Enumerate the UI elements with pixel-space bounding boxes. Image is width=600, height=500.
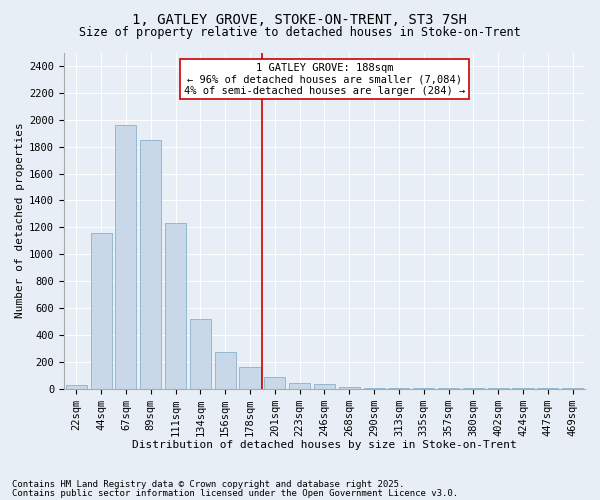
Bar (91, 232, 112, 388)
Bar (215, 352, 236, 389)
Bar (314, 384, 335, 388)
Text: 1 GATLEY GROVE: 188sqm
← 96% of detached houses are smaller (7,084)
4% of semi-d: 1 GATLEY GROVE: 188sqm ← 96% of detached… (184, 62, 465, 96)
Bar (140, 140, 161, 388)
Bar (264, 376, 286, 388)
Text: Contains HM Land Registry data © Crown copyright and database right 2025.: Contains HM Land Registry data © Crown c… (12, 480, 404, 489)
Bar (239, 367, 260, 388)
Bar (190, 318, 211, 388)
Y-axis label: Number of detached properties: Number of detached properties (15, 122, 25, 318)
Bar (165, 223, 186, 388)
Bar (289, 382, 310, 388)
Text: Contains public sector information licensed under the Open Government Licence v3: Contains public sector information licen… (12, 489, 458, 498)
Text: Size of property relative to detached houses in Stoke-on-Trent: Size of property relative to detached ho… (79, 26, 521, 39)
X-axis label: Distribution of detached houses by size in Stoke-on-Trent: Distribution of detached houses by size … (132, 440, 517, 450)
Bar (66, 385, 87, 388)
Bar (115, 125, 136, 388)
Text: 1, GATLEY GROVE, STOKE-ON-TRENT, ST3 7SH: 1, GATLEY GROVE, STOKE-ON-TRENT, ST3 7SH (133, 12, 467, 26)
